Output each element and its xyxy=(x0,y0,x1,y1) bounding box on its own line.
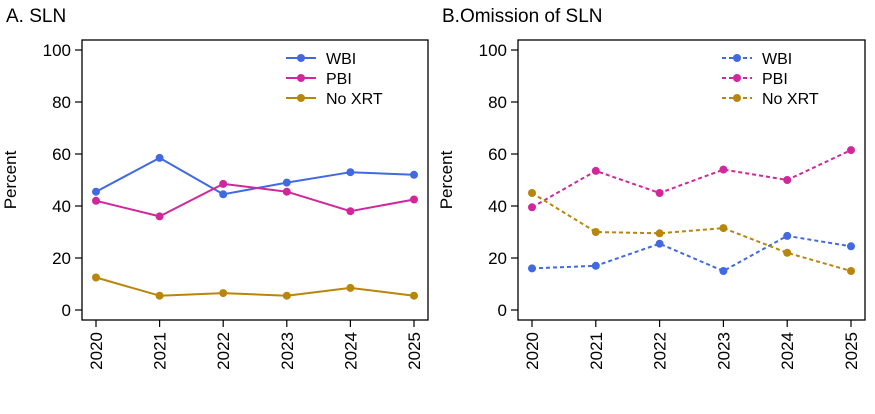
panel-b-point-pbi-2022 xyxy=(655,189,664,197)
panel-a-point-pbi-2020 xyxy=(92,196,100,205)
panel-a-legend-label-pbi: PBI xyxy=(326,71,352,88)
panel-a-plot-frame xyxy=(81,39,429,321)
panel-b-x-tick-label: 2024 xyxy=(778,332,797,370)
panel-b-x-tick-label: 2023 xyxy=(714,332,733,370)
panel-a-title: A. SLN xyxy=(6,6,66,27)
panel-b-series-line-wbi xyxy=(531,234,852,272)
panel-a-point-no-xrt-2025 xyxy=(410,291,418,300)
panel-b-title: B.Omission of SLN xyxy=(442,6,603,27)
panel-b-y-tick-label: 100 xyxy=(479,41,507,60)
panel-b-x-tick-label: 2021 xyxy=(587,332,606,370)
panel-b-point-pbi-2021 xyxy=(591,166,600,175)
panel-b-point-wbi-2024 xyxy=(783,231,792,240)
panel-b-point-pbi-2020 xyxy=(528,203,536,212)
panel-a-legend-label-no-xrt: No XRT xyxy=(326,91,383,108)
panel-a-group: A. SLN 0 20 40 60 80 100 Percent 2020 2021 2022 202… xyxy=(1,6,429,370)
panel-a-point-wbi-2023 xyxy=(282,178,291,187)
panel-b-legend-marker-wbi xyxy=(733,54,741,62)
panel-a-point-wbi-2025 xyxy=(410,170,418,179)
panel-b-y-axis-label: Percent xyxy=(437,150,456,209)
panel-b-point-wbi-2025 xyxy=(847,242,855,251)
panel-b-y-tick-label: 40 xyxy=(488,197,507,216)
panel-a-point-pbi-2022 xyxy=(219,179,228,188)
panel-a-point-no-xrt-2020 xyxy=(92,273,100,282)
panel-a-series-line-wbi xyxy=(95,156,415,196)
panel-b-legend-marker-no-xrt xyxy=(733,94,741,102)
panel-a-point-wbi-2024 xyxy=(346,168,355,177)
panel-b-series-line-pbi xyxy=(531,149,852,209)
panel-b-point-no-xrt-2024 xyxy=(783,248,792,257)
panel-a-point-no-xrt-2023 xyxy=(282,291,291,300)
panel-a-y-axis-label: Percent xyxy=(1,150,20,209)
panel-a-point-no-xrt-2024 xyxy=(346,283,355,292)
panel-a-y-tick-label: 40 xyxy=(52,197,71,216)
panel-a-x-tick-label: 2024 xyxy=(341,332,360,370)
panel-a-y-tick-label: 80 xyxy=(52,93,71,112)
panel-b-point-pbi-2024 xyxy=(783,176,792,184)
panel-a-y-tick-label: 60 xyxy=(52,145,71,164)
panel-a-x-tick-label: 2020 xyxy=(87,332,106,370)
panel-b-point-wbi-2023 xyxy=(719,267,728,275)
panel-a-point-no-xrt-2022 xyxy=(219,289,228,298)
panel-b-x-tick-label: 2022 xyxy=(651,332,670,370)
panel-a-x-tick-label: 2023 xyxy=(278,332,297,370)
panel-a-legend-marker-wbi xyxy=(297,54,305,62)
panel-b-plot-frame xyxy=(517,39,866,321)
panel-b-x-tick-label: 2020 xyxy=(523,332,542,370)
panel-b-point-pbi-2023 xyxy=(719,165,728,174)
panel-a-point-no-xrt-2021 xyxy=(155,291,164,300)
panel-b-point-pbi-2025 xyxy=(847,146,855,155)
panel-b-point-wbi-2020 xyxy=(528,264,536,273)
panel-a-legend-label-wbi: WBI xyxy=(326,51,356,68)
panel-a-x-tick-label: 2025 xyxy=(405,332,424,370)
panel-b-point-wbi-2022 xyxy=(655,239,664,248)
panel-a-point-wbi-2022 xyxy=(219,190,228,199)
panel-a-point-pbi-2024 xyxy=(346,207,355,216)
panel-a-legend-marker-no-xrt xyxy=(297,94,305,102)
panel-b-legend-label-wbi: WBI xyxy=(762,51,792,68)
panel-a-point-wbi-2021 xyxy=(155,153,164,162)
panel-a-point-pbi-2021 xyxy=(155,212,164,221)
panel-b-x-tick-label: 2025 xyxy=(842,332,861,370)
panel-a-x-tick-label: 2022 xyxy=(214,332,233,370)
panel-b-point-no-xrt-2020 xyxy=(528,189,536,197)
panel-b-series-line-no-xrt xyxy=(531,192,852,272)
panel-a-point-pbi-2025 xyxy=(410,195,418,204)
panel-b-legend-marker-pbi xyxy=(733,74,741,82)
panel-b-y-tick-label: 0 xyxy=(498,301,507,320)
panel-a-y-tick-label: 0 xyxy=(62,301,71,320)
panel-a-x-tick-label: 2021 xyxy=(151,332,170,370)
panel-b-legend-label-pbi: PBI xyxy=(762,71,788,88)
panel-b-point-no-xrt-2021 xyxy=(591,228,600,236)
panel-a-series-line-no-xrt xyxy=(95,276,415,297)
panel-b-point-no-xrt-2022 xyxy=(655,229,664,238)
panel-a-series-line-pbi xyxy=(95,182,415,218)
panel-a-y-tick-label: 100 xyxy=(43,41,71,60)
panel-a-legend-marker-pbi xyxy=(297,74,305,82)
panel-b-point-wbi-2021 xyxy=(591,261,600,270)
panel-b-point-no-xrt-2023 xyxy=(719,224,728,233)
panel-a-point-pbi-2023 xyxy=(282,187,291,196)
panel-b-y-tick-label: 80 xyxy=(488,93,507,112)
panel-a-point-wbi-2020 xyxy=(92,187,100,196)
panel-b-y-tick-label: 60 xyxy=(488,145,507,164)
panel-b-y-tick-label: 20 xyxy=(488,249,507,268)
panel-b-group: B.Omission of SLN 0 20 40 60 80 100 Percent 2020… xyxy=(437,6,866,370)
panel-b-legend-label-no-xrt: No XRT xyxy=(762,91,819,108)
panel-b-point-no-xrt-2025 xyxy=(847,267,855,275)
panel-a-y-tick-label: 20 xyxy=(52,249,71,268)
